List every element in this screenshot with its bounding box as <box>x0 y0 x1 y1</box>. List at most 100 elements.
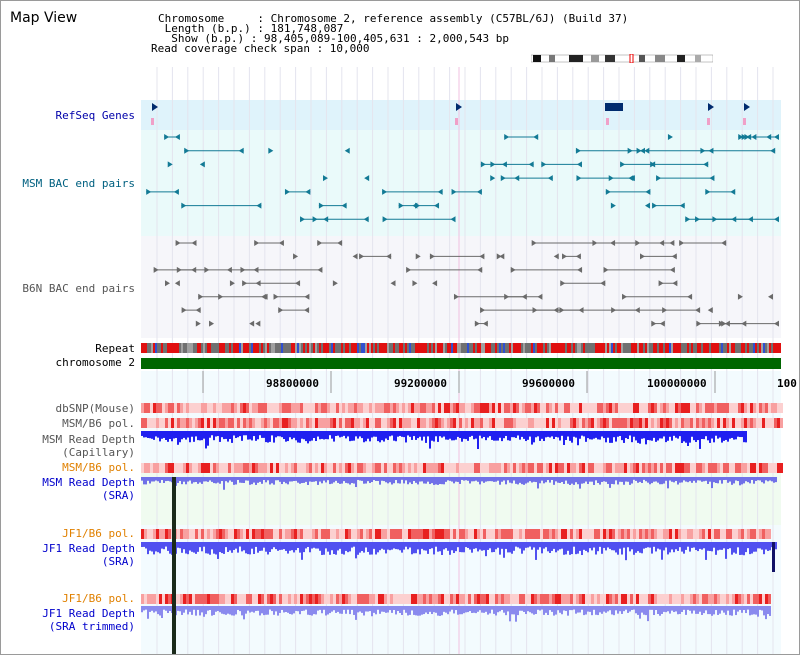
jf1-sra-depth <box>159 542 161 554</box>
msm-pol2-cell <box>435 463 438 473</box>
msm-sra-depth <box>205 477 207 482</box>
dbsnp-cell <box>429 403 432 413</box>
jf1-trim-depth <box>527 606 529 612</box>
jf1-trim-depth <box>483 606 485 613</box>
track-label-repeat[interactable]: Repeat <box>95 342 135 355</box>
jf1-pol-cell <box>285 529 288 539</box>
track-label-jf1-b6-pol-1[interactable]: JF1/B6 pol. <box>62 527 135 540</box>
jf1-sra-depth <box>277 542 279 551</box>
jf1-sra-depth <box>683 542 685 554</box>
jf1-trim-depth <box>659 606 661 616</box>
msm-sra-depth <box>655 477 657 482</box>
msm-pol2-cell <box>582 463 585 473</box>
dbsnp-cell <box>645 403 648 413</box>
msm-pol-cell <box>369 418 372 428</box>
msm-cap-depth <box>179 431 181 443</box>
repeat-seg <box>419 343 421 353</box>
msm-pol-cell <box>252 418 255 428</box>
jf1-trim-depth <box>593 606 595 610</box>
dbsnp-cell <box>237 403 240 413</box>
dbsnp-cell <box>471 403 474 413</box>
msm-cap-depth <box>497 431 499 441</box>
track-label-jf1-depth-trim[interactable]: JF1 Read Depth <box>42 607 135 620</box>
jf1-pol2-cell <box>537 594 540 604</box>
jf1-pol2-cell <box>165 594 168 604</box>
track-label-jf1-depth-sra[interactable]: JF1 Read Depth <box>42 542 135 555</box>
track-label-refseq-genes[interactable]: RefSeq Genes <box>55 109 135 122</box>
track-label-msm-b6-pol-2[interactable]: MSM/B6 pol. <box>62 461 135 474</box>
msm-sra-depth <box>275 477 277 481</box>
jf1-trim-depth <box>565 606 567 611</box>
jf1-trim-depth <box>629 606 631 612</box>
dbsnp-cell <box>549 403 552 413</box>
msm-pol-cell <box>642 418 645 428</box>
track-label-msm-depth-cap[interactable]: MSM Read Depth <box>42 433 135 446</box>
jf1-trim-depth <box>257 606 259 611</box>
repeat-seg <box>387 343 389 353</box>
b6n-bac-end <box>575 253 581 260</box>
msm-cap-depth <box>399 431 401 436</box>
jf1-sra-depth <box>327 542 329 552</box>
track-label-dbsnp[interactable]: dbSNP(Mouse) <box>55 402 135 415</box>
jf1-sra-depth <box>695 542 697 551</box>
track-label-chromosome[interactable]: chromosome 2 <box>55 356 135 369</box>
msm-cap-depth <box>713 431 715 443</box>
jf1-pol2-cell <box>420 594 423 604</box>
b6n-bac-end <box>640 253 646 260</box>
msm-pol-cell <box>528 418 531 428</box>
dbsnp-cell <box>642 403 645 413</box>
jf1-sra-depth <box>417 542 419 550</box>
msm-sra-depth <box>155 477 157 481</box>
track-label-jf1-b6-pol-2[interactable]: JF1/B6 pol. <box>62 592 135 605</box>
msm-cap-depth <box>459 431 461 439</box>
jf1-sra-depth <box>699 542 701 549</box>
track-label-msm-depth-sra[interactable]: MSM Read Depth <box>42 476 135 489</box>
msm-cap-depth <box>709 431 711 443</box>
msm-pol2-cell <box>180 463 183 473</box>
jf1-trim-depth <box>491 606 493 610</box>
msm-pol2-cell <box>522 463 525 473</box>
msm-pol2-cell <box>648 463 651 473</box>
msm-sra-depth <box>713 477 715 483</box>
track-label-b6n-bac[interactable]: B6N BAC end pairs <box>22 282 135 295</box>
msm-cap-depth <box>627 431 629 440</box>
jf1-pol-cell <box>294 529 297 539</box>
jf1-sra-depth <box>585 542 587 551</box>
msm-pol2-cell <box>726 463 729 473</box>
jf1-sra-depth <box>707 542 709 551</box>
msm-pol2-cell <box>741 463 744 473</box>
jf1-trim-depth <box>389 606 391 611</box>
msm-pol2-cell <box>195 463 198 473</box>
msm-bac-end <box>398 202 404 209</box>
msm-pol2-cell <box>627 463 630 473</box>
jf1-pol2-cell <box>675 594 678 604</box>
jf1-sra-depth <box>169 542 171 554</box>
repeat-seg <box>147 343 149 353</box>
repeat-seg <box>413 343 415 353</box>
msm-cap-depth <box>149 431 151 439</box>
jf1-trim-depth <box>295 606 297 611</box>
track-label-msm-b6-pol-1[interactable]: MSM/B6 pol. <box>62 417 135 430</box>
msm-pol2-cell <box>462 463 465 473</box>
jf1-sra-depth <box>303 542 305 553</box>
jf1-trim-depth <box>321 606 323 614</box>
jf1-trim-depth <box>453 606 455 614</box>
jf1-sra-depth <box>247 542 249 555</box>
msm-pol2-cell <box>675 463 678 473</box>
msm-pol-cell <box>225 418 228 428</box>
msm-cap-depth <box>545 431 547 438</box>
msm-bac-end <box>708 147 714 154</box>
msm-pol2-cell <box>216 463 219 473</box>
track-label-msm-bac[interactable]: MSM BAC end pairs <box>22 177 135 190</box>
msm-sra-depth <box>567 477 569 484</box>
jf1-sra-depth <box>275 542 277 550</box>
chromosome-ideogram[interactable] <box>531 54 713 63</box>
jf1-trim-depth <box>441 606 443 616</box>
jf1-pol-cell <box>423 529 426 539</box>
repeat-seg <box>327 343 329 353</box>
jf1-trim-depth <box>329 606 331 614</box>
jf1-trim-depth <box>165 606 167 611</box>
dbsnp-cell <box>711 403 714 413</box>
jf1-sra-depth <box>319 542 321 551</box>
